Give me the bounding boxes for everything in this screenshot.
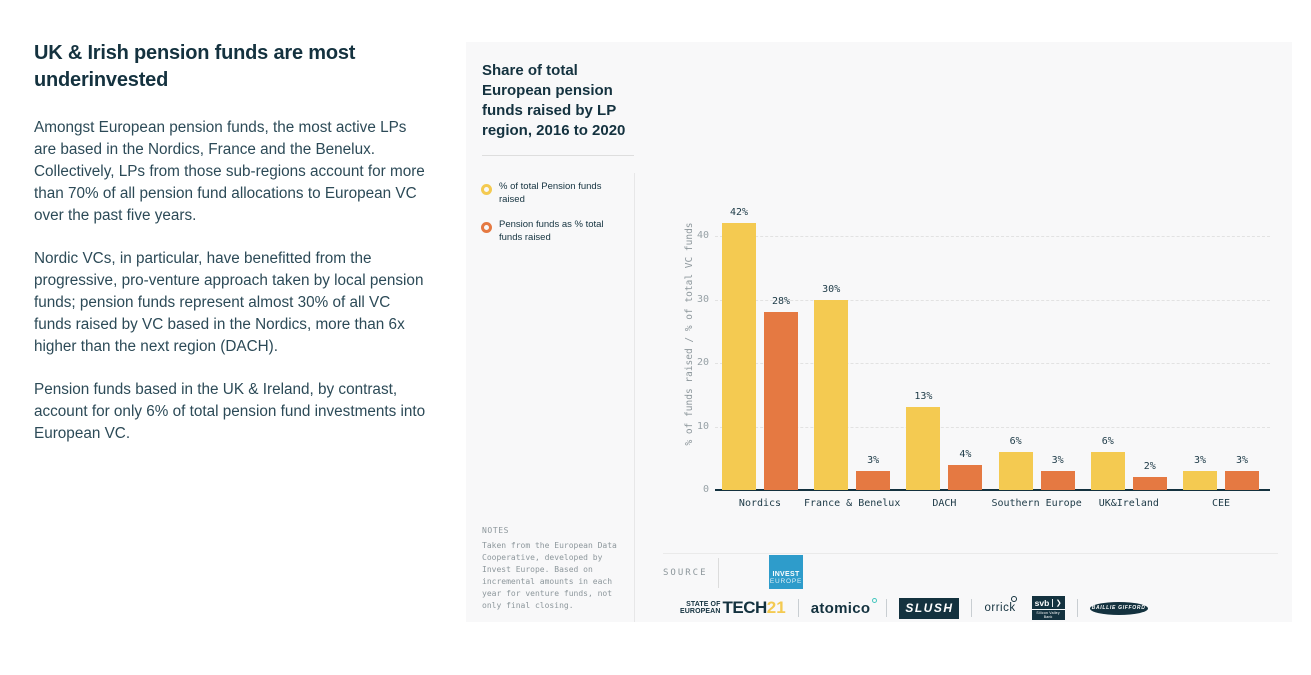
y-tick-20: 20 xyxy=(696,357,709,368)
logo-divider xyxy=(971,599,973,617)
atomico-ring-icon xyxy=(872,597,878,603)
soet-european: EUROPEAN xyxy=(680,608,721,615)
bar-yellow-France & Benelux[interactable] xyxy=(814,299,849,490)
x-category-label-Nordics: Nordics xyxy=(738,498,782,509)
soet-year: 21 xyxy=(766,598,786,617)
legend-ring-yellow-icon xyxy=(481,184,492,195)
bar-value-label: 42% xyxy=(729,207,749,219)
x-category-label-UK&Ireland: UK&Ireland xyxy=(1098,498,1159,509)
bar-value-label: 3% xyxy=(1193,454,1207,466)
chart-title-line-3: funds raised by LP xyxy=(482,102,617,119)
x-category-label-Southern Europe: Southern Europe xyxy=(991,498,1082,509)
y-tick-10: 10 xyxy=(696,420,709,432)
x-axis-line xyxy=(715,489,1270,491)
soet-state-of: STATE OF xyxy=(686,600,721,608)
source-divider xyxy=(663,553,1278,554)
soet-tech: TECH xyxy=(722,598,767,617)
bar-value-label: 6% xyxy=(1009,435,1022,447)
svb-subtext: Silicon Valley Bank xyxy=(1031,610,1065,620)
chart-title: Share of total European pension funds ra… xyxy=(482,61,657,141)
gridline-20 xyxy=(715,363,1270,364)
chart-title-line-1: Share of total xyxy=(482,62,578,79)
bar-value-label: 3% xyxy=(1051,454,1064,466)
vertical-divider xyxy=(634,173,635,622)
chart-title-line-4: region, 2016 to 2020 xyxy=(482,122,626,139)
bar-orange-UK&Ireland[interactable] xyxy=(1132,477,1167,490)
bar-yellow-Southern Europe[interactable] xyxy=(998,451,1033,490)
y-tick-40: 40 xyxy=(696,230,709,241)
bar-yellow-Nordics[interactable] xyxy=(722,223,756,490)
atomico-logo[interactable]: atomico xyxy=(810,597,878,617)
invest-logo-text: EUROPE xyxy=(769,578,803,585)
logo-divider xyxy=(1076,599,1078,617)
orrick-wordmark: orrick xyxy=(984,602,1016,614)
logo-divider xyxy=(797,599,799,617)
baillie-gifford-logo[interactable]: BAILLIE GIFFORD xyxy=(1089,601,1148,615)
y-axis-label: % of funds raised / % of total VC funds xyxy=(684,222,695,446)
atomico-wordmark: atomico xyxy=(810,599,871,617)
svb-chevron-icon: ❯ xyxy=(1051,598,1062,607)
gridline-40 xyxy=(715,236,1270,237)
gridline-30 xyxy=(715,299,1270,301)
bar-value-label: 13% xyxy=(914,391,933,403)
notes-heading: NOTES xyxy=(482,526,510,535)
logo-divider xyxy=(886,599,888,617)
source-label: SOURCE xyxy=(663,568,708,578)
bar-value-label: 3% xyxy=(867,454,880,466)
bar-value-label: 2% xyxy=(1143,461,1156,473)
chart-title-line-2: European pension xyxy=(482,82,613,99)
invest-logo-text: INVEST xyxy=(772,571,800,578)
x-category-label-DACH: DACH xyxy=(932,498,957,509)
x-category-label-France & Benelux: France & Benelux xyxy=(804,498,901,509)
notes-block: NOTES Taken from the European Data Coope… xyxy=(482,526,622,612)
bar-orange-Nordics[interactable] xyxy=(764,312,798,490)
bar-orange-CEE[interactable] xyxy=(1225,470,1259,490)
chart-panel: Share of total European pension funds ra… xyxy=(466,42,1292,622)
bar-value-label: 3% xyxy=(1235,454,1249,466)
bar-yellow-DACH[interactable] xyxy=(906,407,941,490)
bar-value-label: 4% xyxy=(959,448,972,460)
source-vertical-divider xyxy=(718,558,719,588)
bar-value-label: 6% xyxy=(1101,435,1114,447)
bar-orange-Southern Europe[interactable] xyxy=(1040,470,1075,490)
left-text-column: UK & Irish pension funds are most underi… xyxy=(34,40,426,466)
legend-ring-orange-icon xyxy=(481,222,492,233)
bar-orange-France & Benelux[interactable] xyxy=(856,470,891,490)
orrick-logo[interactable]: orrick xyxy=(984,596,1017,614)
orrick-ring-icon xyxy=(1010,596,1017,602)
page-title: UK & Irish pension funds are most underi… xyxy=(34,42,356,91)
y-tick-0: 0 xyxy=(702,484,709,495)
svb-logo[interactable]: svb ❯ Silicon Valley Bank xyxy=(1031,596,1065,620)
legend-item-pension-funds-raised[interactable]: % of total Pension funds raised xyxy=(481,180,621,206)
slush-logo[interactable]: SLUSH xyxy=(899,597,960,619)
bar-yellow-CEE[interactable] xyxy=(1183,470,1217,490)
y-tick-30: 30 xyxy=(696,293,709,305)
title-divider xyxy=(482,155,634,156)
x-category-label-CEE: CEE xyxy=(1211,498,1231,509)
legend-item-pension-as-pct-total[interactable]: Pension funds as % total funds raised xyxy=(481,218,621,244)
bar-orange-DACH[interactable] xyxy=(948,464,983,490)
svb-wordmark-box: svb ❯ xyxy=(1031,596,1065,609)
bar-value-label: 30% xyxy=(822,283,841,295)
footer-logos-row: STATE OF EUROPEAN TECH 21 atomico SLUSH … xyxy=(680,595,1148,621)
soet-stack: STATE OF EUROPEAN xyxy=(680,601,720,616)
gridline-10 xyxy=(715,426,1270,428)
invest-europe-logo[interactable]: INVEST EUROPE xyxy=(769,555,803,589)
svb-wordmark: svb xyxy=(1034,597,1050,608)
bar-yellow-UK&Ireland[interactable] xyxy=(1090,451,1125,490)
body-paragraph-2: Nordic VCs, in particular, have benefitt… xyxy=(34,250,424,355)
body-paragraph-3: Pension funds based in the UK & Ireland,… xyxy=(34,381,426,442)
bar-chart-plot-area: 0 10 20 30 40 42% 28% Nordics 30% 3% France & Bene… xyxy=(697,207,1270,509)
notes-text: Taken from the European Data Cooperative… xyxy=(482,541,617,610)
legend-label: Pension funds as % total funds raised xyxy=(499,219,604,243)
body-paragraph-1: Amongst European pension funds, the most… xyxy=(34,119,425,224)
state-of-european-tech-logo[interactable]: STATE OF EUROPEAN TECH 21 xyxy=(680,598,786,618)
legend-label: % of total Pension funds raised xyxy=(499,181,602,205)
bar-value-label: 28% xyxy=(771,296,791,308)
